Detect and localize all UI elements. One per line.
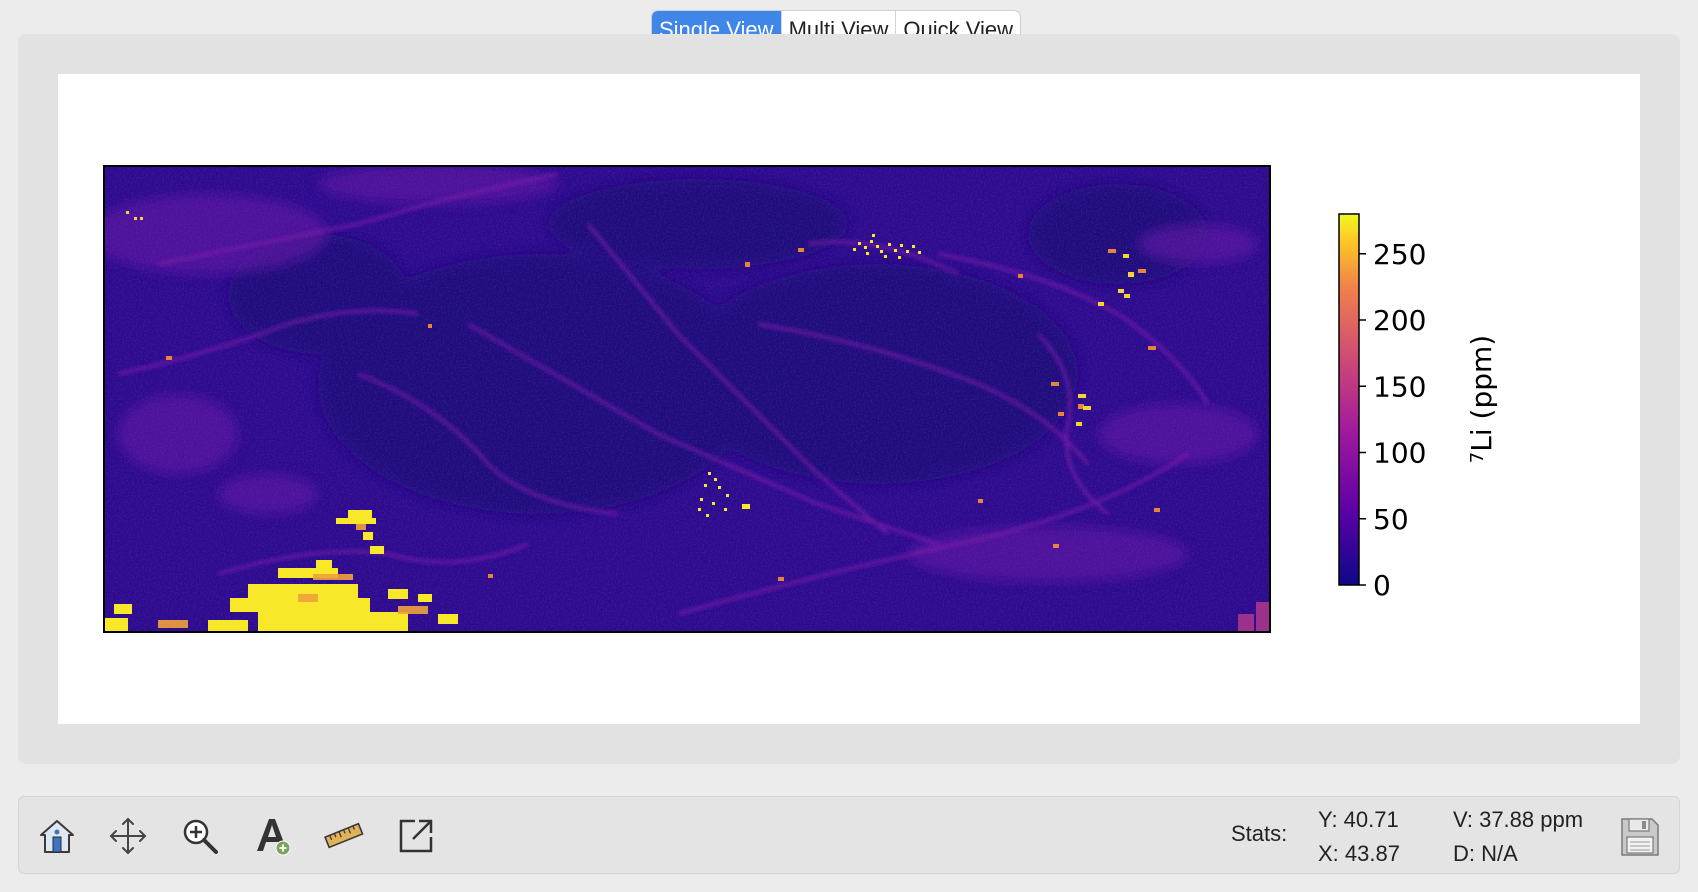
export-icon	[399, 819, 433, 853]
colorbar-label-main: Li (ppm)	[1465, 335, 1498, 452]
export-button[interactable]	[395, 815, 437, 857]
colorbar: 0 50 100 150 200 250 7Li (ppm)	[1338, 213, 1498, 602]
bottom-toolbar: Stats: Y: 40.71 X: 43.87 V: 37.88 ppm D:…	[18, 796, 1680, 874]
colorbar-tick-label: 0	[1373, 569, 1391, 602]
concentration-map-image	[104, 166, 1270, 632]
colorbar-label-superscript: 7	[1467, 452, 1488, 463]
stat-x: X: 43.87	[1318, 841, 1400, 866]
plot-canvas: 0 50 100 150 200 250 7Li (ppm)	[58, 74, 1640, 724]
floppy-disk-icon	[1621, 818, 1659, 856]
annotate-button[interactable]	[251, 815, 293, 857]
home-button[interactable]	[36, 815, 78, 857]
home-icon	[40, 820, 74, 853]
ruler-button[interactable]	[323, 815, 365, 857]
annotate-icon	[257, 819, 291, 856]
pan-icon	[109, 817, 147, 855]
colorbar-tick-label: 200	[1373, 304, 1426, 337]
colorbar-tick-label: 250	[1373, 238, 1426, 271]
zoom-icon	[183, 819, 218, 854]
stat-value: V: 37.88 ppm	[1453, 807, 1584, 832]
stat-distance: D: N/A	[1453, 841, 1518, 866]
colorbar-ticks: 0 50 100 150 200 250	[1359, 238, 1426, 602]
zoom-button[interactable]	[179, 815, 221, 857]
colorbar-tick-label: 50	[1373, 503, 1409, 536]
save-button[interactable]	[1618, 815, 1662, 859]
colorbar-gradient	[1338, 213, 1360, 586]
plot-figure: 0 50 100 150 200 250 7Li (ppm)	[103, 165, 1498, 633]
colorbar-tick-label: 150	[1373, 370, 1426, 403]
map-frame	[103, 165, 1271, 633]
stats-label: Stats:	[1231, 821, 1288, 846]
stat-y: Y: 40.71	[1318, 807, 1399, 832]
pan-button[interactable]	[107, 815, 149, 857]
ruler-icon	[324, 822, 364, 849]
colorbar-tick-label: 100	[1373, 437, 1426, 470]
colorbar-label: 7Li (ppm)	[1465, 335, 1498, 463]
